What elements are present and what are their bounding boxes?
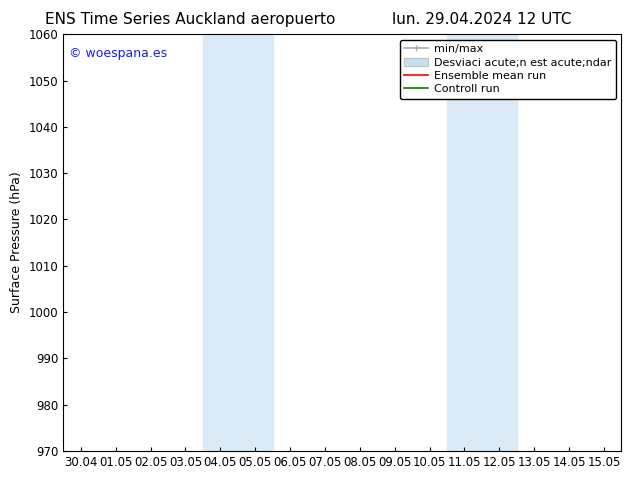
Bar — [447, 34, 517, 451]
Bar — [203, 34, 273, 451]
Y-axis label: Surface Pressure (hPa): Surface Pressure (hPa) — [10, 172, 23, 314]
Legend: min/max, Desviaci acute;n est acute;ndar, Ensemble mean run, Controll run: min/max, Desviaci acute;n est acute;ndar… — [399, 40, 616, 99]
Text: lun. 29.04.2024 12 UTC: lun. 29.04.2024 12 UTC — [392, 12, 572, 27]
Text: © woespana.es: © woespana.es — [69, 47, 167, 60]
Text: ENS Time Series Auckland aeropuerto: ENS Time Series Auckland aeropuerto — [45, 12, 335, 27]
